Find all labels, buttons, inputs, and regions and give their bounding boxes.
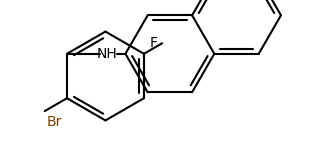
Text: F: F [149,36,157,50]
Text: NH: NH [96,47,117,61]
Text: Br: Br [47,115,62,129]
